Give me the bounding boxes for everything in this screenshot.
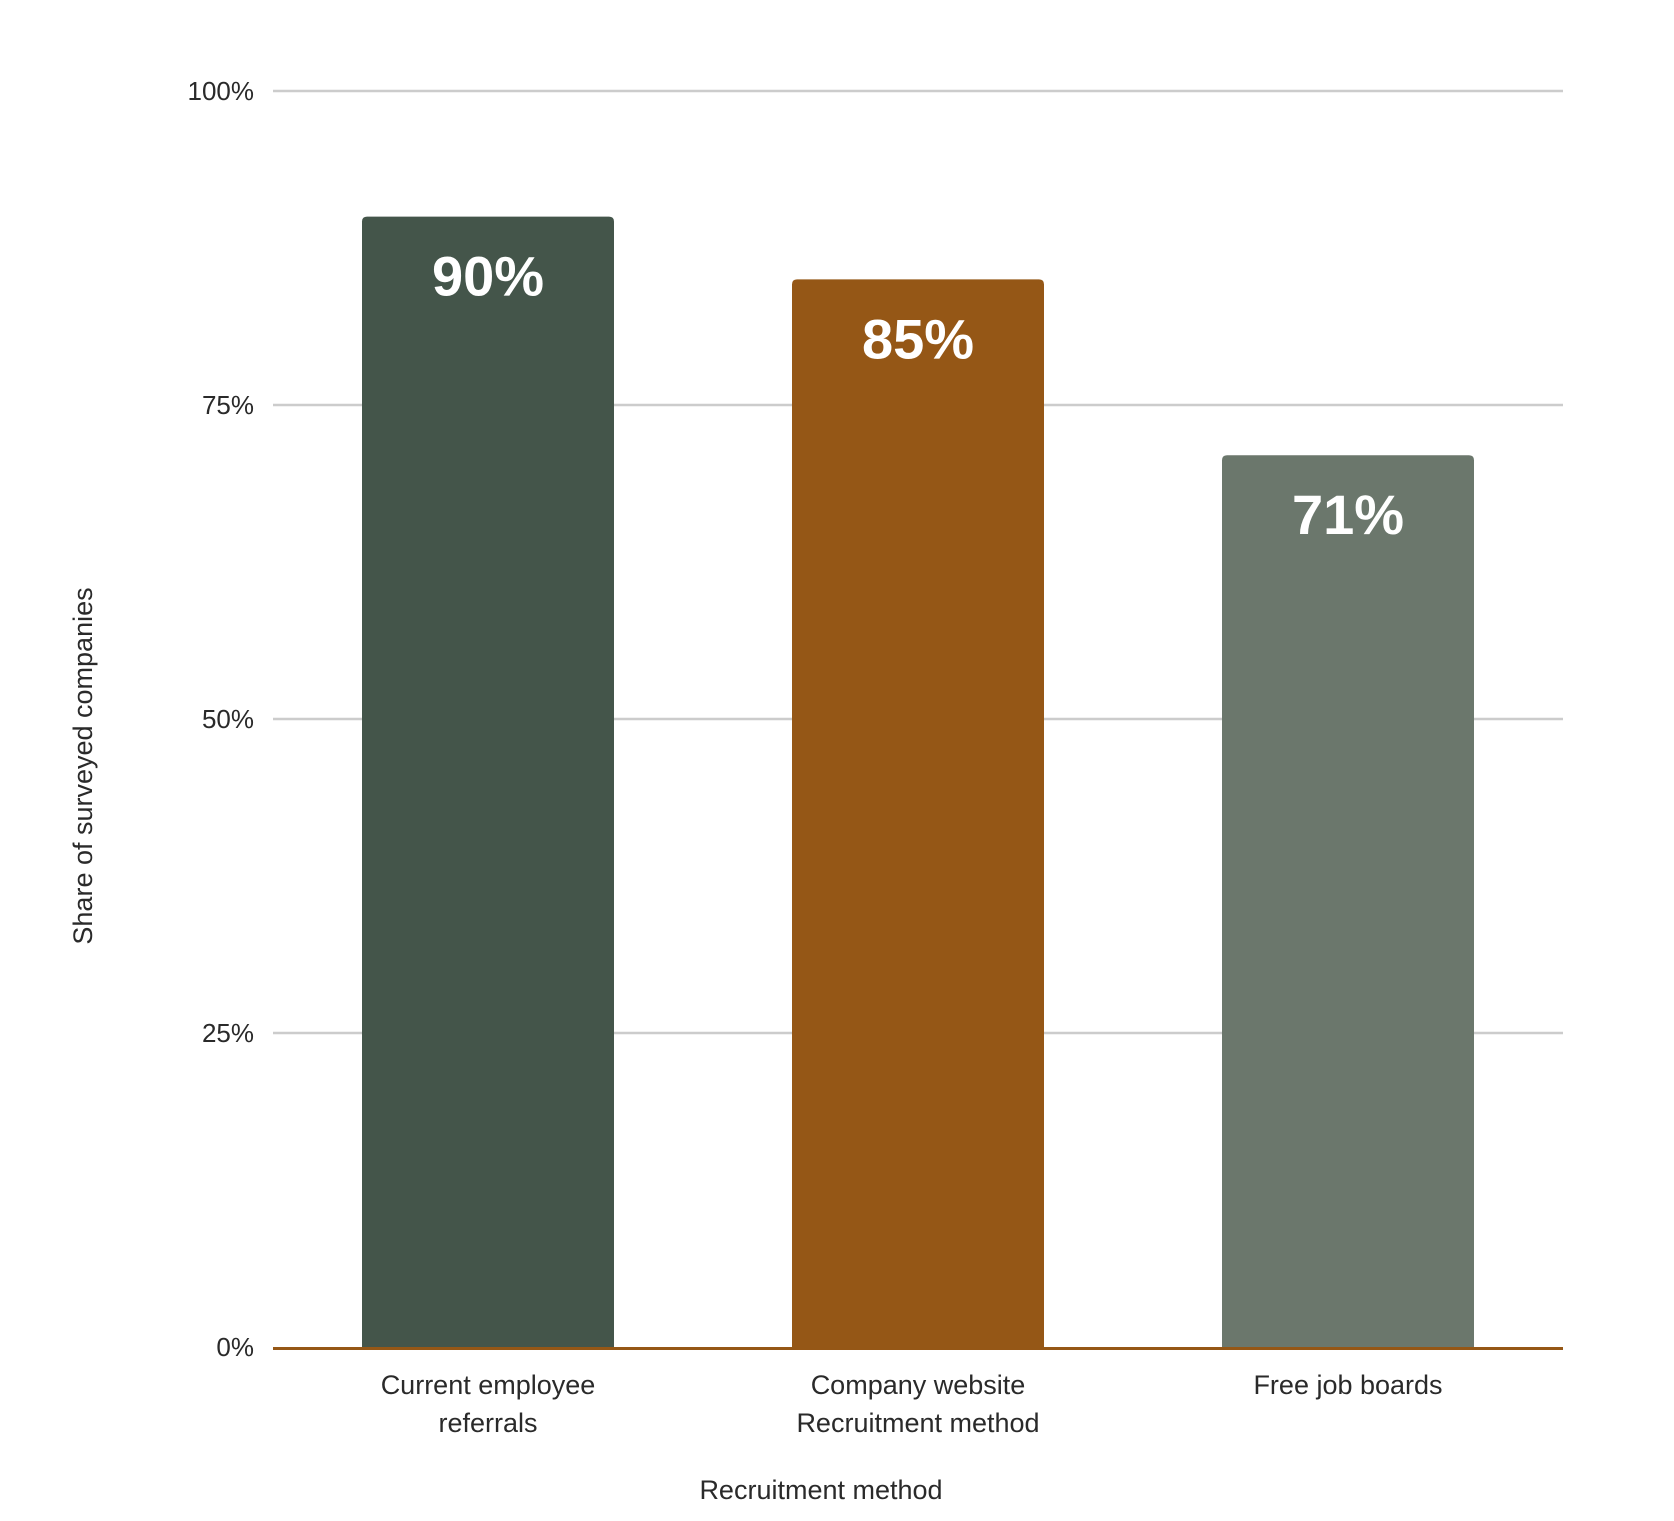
- x-tick-label-line: referrals: [438, 1408, 537, 1438]
- bar: [1222, 455, 1474, 1347]
- x-tick-label-line: Free job boards: [1253, 1370, 1442, 1400]
- y-tick-label: 100%: [188, 76, 255, 106]
- y-tick-label: 75%: [202, 390, 254, 420]
- data-labels: 90% 85% 71%: [432, 245, 1404, 547]
- x-tick-label: Free job boards: [1253, 1370, 1442, 1400]
- bar-value-label: 71%: [1292, 483, 1404, 546]
- x-tick-label: Current employee referrals: [381, 1370, 596, 1438]
- y-tick-label: 0%: [216, 1332, 254, 1362]
- bar-value-label: 90%: [432, 245, 544, 308]
- x-tick-label-line: Company website: [811, 1370, 1026, 1400]
- bar: [792, 279, 1044, 1347]
- bars: [362, 216, 1474, 1348]
- x-tick-label: Company website Recruitment method: [796, 1370, 1039, 1438]
- y-tick-label: 50%: [202, 704, 254, 734]
- x-tick-label-line: Current employee: [381, 1370, 596, 1400]
- x-axis-categories: Current employee referrals Company website…: [381, 1370, 1443, 1438]
- y-axis-title: Share of surveyed companies: [68, 587, 98, 944]
- x-axis-title: Recruitment method: [699, 1475, 942, 1505]
- x-tick-label-line: Recruitment method: [796, 1408, 1039, 1438]
- y-axis-ticks: 0% 25% 50% 75% 100%: [188, 76, 255, 1362]
- bar: [362, 216, 614, 1348]
- y-tick-label: 25%: [202, 1018, 254, 1048]
- bar-value-label: 85%: [862, 307, 974, 370]
